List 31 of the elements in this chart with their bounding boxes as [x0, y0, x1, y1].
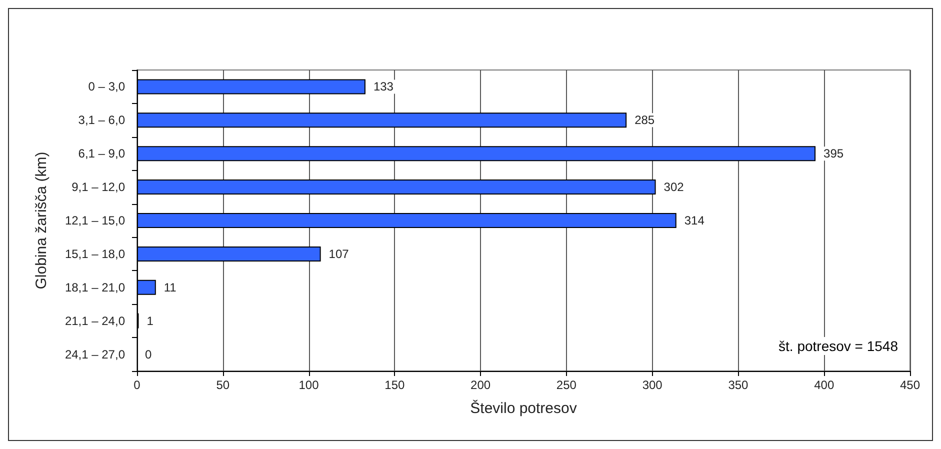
y-tick-label: 24,1 – 27,0 [64, 347, 126, 362]
y-tick-label: 9,1 – 12,0 [72, 180, 126, 194]
y-tick-label: 6,1 – 9,0 [78, 146, 126, 161]
x-tick-label: 350 [728, 378, 749, 392]
x-tick-label: 50 [216, 378, 230, 392]
x-tick-label: 300 [642, 378, 663, 392]
data-label: 0 [145, 347, 152, 362]
y-tick-label: 0 – 3,0 [88, 80, 126, 94]
y-tick-label: 21,1 – 24,0 [64, 314, 126, 328]
x-tick-label: 450 [900, 378, 920, 392]
y-tick-label: 15,1 – 18,0 [64, 246, 126, 261]
x-tick-label: 250 [556, 378, 577, 392]
y-tick-label: 18,1 – 21,0 [64, 280, 126, 294]
data-label: 314 [684, 214, 705, 228]
data-label: 302 [664, 180, 684, 194]
data-label: 1 [146, 314, 154, 328]
x-tick-label: 100 [298, 378, 320, 392]
annotation: št. potresov = 1548 [778, 338, 898, 354]
y-tick-label: 12,1 – 15,0 [64, 214, 126, 228]
y-tick-label: 3,1 – 6,0 [78, 113, 126, 128]
data-label: 285 [634, 113, 655, 128]
x-axis-title: Število potresov [470, 399, 578, 417]
data-label: 107 [328, 246, 350, 261]
x-tick-label: 150 [384, 378, 405, 392]
x-tick-label: 200 [470, 378, 491, 392]
data-label: 11 [164, 280, 177, 294]
x-tick-label: 0 [134, 378, 141, 392]
x-tick-label: 400 [814, 378, 834, 392]
data-label: 395 [824, 146, 844, 161]
y-axis-title: Globina žarišča (km) [33, 152, 50, 290]
data-label: 133 [373, 80, 394, 94]
